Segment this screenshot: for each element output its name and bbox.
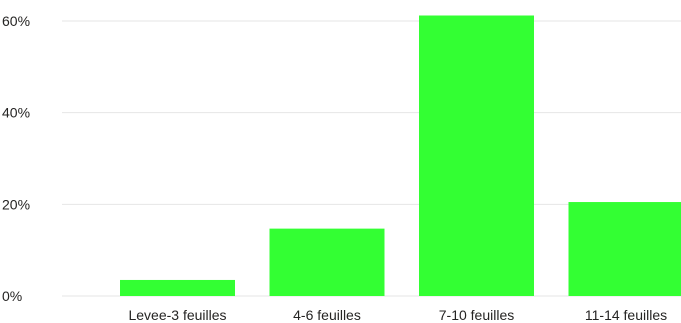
x-tick-label: 11-14 feuilles bbox=[585, 307, 667, 323]
y-tick-label: 0% bbox=[2, 288, 22, 304]
x-tick-label: 4-6 feuilles bbox=[293, 307, 361, 323]
bar[interactable] bbox=[269, 228, 385, 296]
bar[interactable] bbox=[568, 202, 681, 296]
y-axis: 0% 20% 40% 60% bbox=[2, 13, 30, 304]
x-axis: Levee-3 feuilles 4-6 feuilles 7-10 feuille… bbox=[128, 307, 667, 323]
bars bbox=[120, 15, 681, 297]
y-tick-label: 20% bbox=[2, 196, 30, 212]
y-tick-label: 60% bbox=[2, 13, 30, 29]
x-tick-label: 7-10 feuilles bbox=[439, 307, 515, 323]
bar[interactable] bbox=[419, 15, 534, 297]
bar[interactable] bbox=[120, 279, 235, 296]
x-tick-label: Levee-3 feuilles bbox=[128, 307, 226, 323]
y-tick-label: 40% bbox=[2, 105, 30, 121]
